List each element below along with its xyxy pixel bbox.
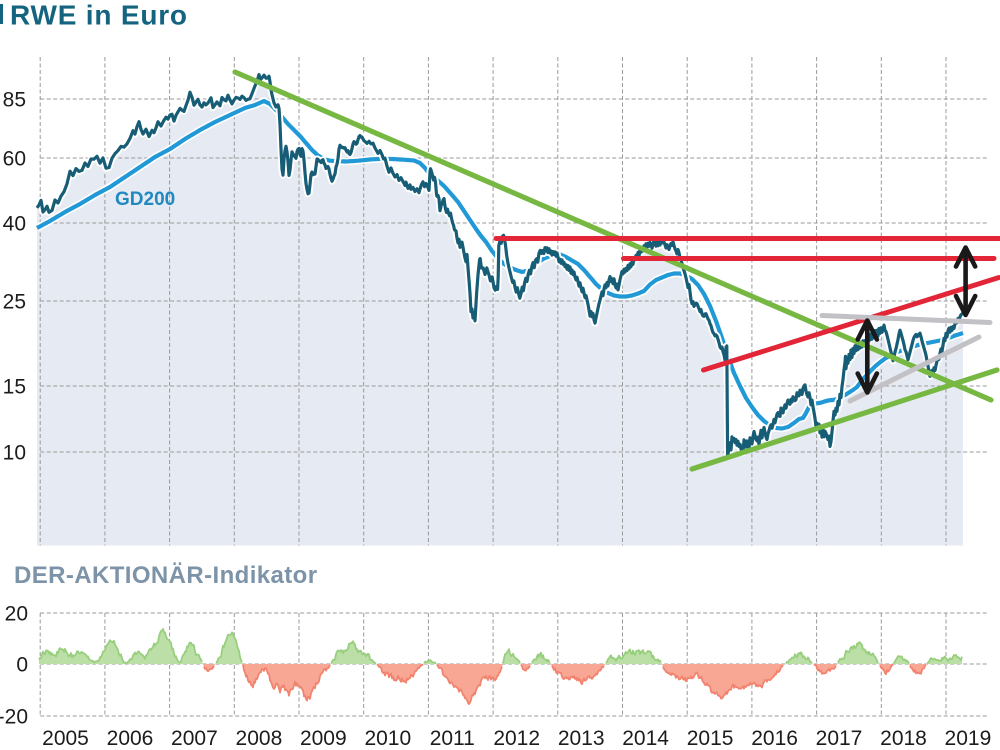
svg-text:GD200: GD200 (115, 189, 175, 210)
svg-text:2006: 2006 (107, 727, 154, 750)
svg-text:2013: 2013 (558, 727, 605, 750)
svg-text:RWE in Euro: RWE in Euro (10, 0, 188, 31)
svg-text:2008: 2008 (236, 727, 283, 750)
svg-text:0: 0 (16, 654, 28, 677)
svg-text:2007: 2007 (171, 727, 218, 750)
svg-text:60: 60 (3, 148, 26, 171)
svg-text:20: 20 (5, 603, 28, 626)
svg-text:DER-AKTIONÄR-Indikator: DER-AKTIONÄR-Indikator (14, 562, 317, 589)
svg-text:40: 40 (3, 213, 26, 236)
svg-text:2018: 2018 (880, 727, 927, 750)
svg-text:25: 25 (3, 291, 26, 314)
svg-text:-20: -20 (0, 706, 28, 729)
svg-text:2017: 2017 (816, 727, 863, 750)
svg-text:10: 10 (3, 442, 26, 465)
svg-text:2005: 2005 (42, 727, 89, 750)
svg-text:2012: 2012 (493, 727, 540, 750)
svg-text:2011: 2011 (430, 727, 475, 750)
svg-text:2016: 2016 (751, 727, 798, 750)
svg-text:2009: 2009 (300, 727, 347, 750)
svg-text:85: 85 (3, 89, 26, 112)
svg-text:2015: 2015 (687, 727, 734, 750)
svg-text:2014: 2014 (622, 727, 669, 750)
svg-text:15: 15 (3, 376, 26, 399)
svg-text:2010: 2010 (364, 727, 411, 750)
svg-text:2019: 2019 (945, 727, 992, 750)
